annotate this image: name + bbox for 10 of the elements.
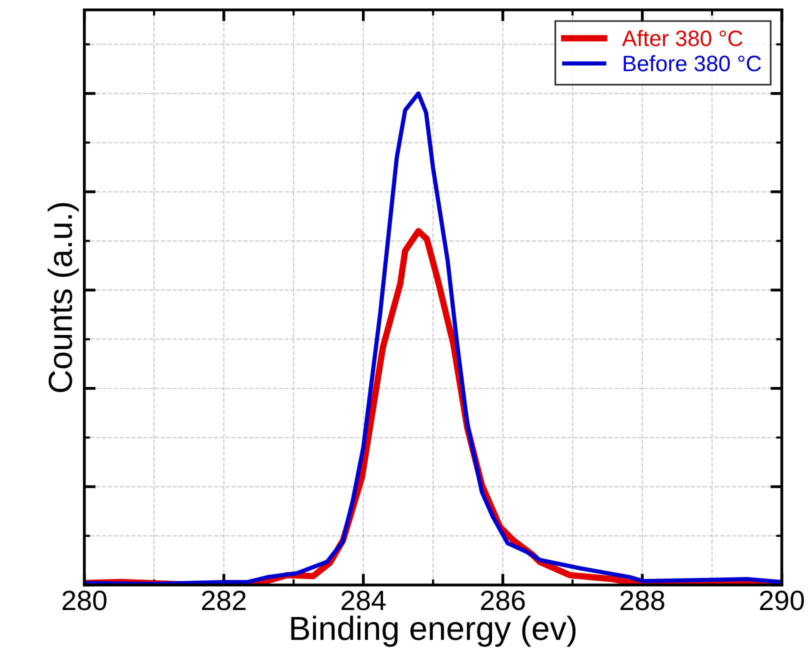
x-tick-label: 288	[620, 590, 664, 610]
x-axis-title: Binding energy (ev)	[291, 616, 576, 647]
x-tick-label: 282	[202, 590, 246, 610]
legend-label: After 380 °C	[622, 30, 742, 46]
y-axis-title: Counts (a.u.)	[48, 203, 79, 392]
x-tick-label: 286	[481, 590, 525, 610]
x-tick-label: 290	[760, 590, 804, 610]
legend-label: Before 380 °C	[624, 55, 761, 72]
x-tick-label: 280	[62, 590, 106, 610]
x-tick-label: 284	[342, 590, 386, 610]
